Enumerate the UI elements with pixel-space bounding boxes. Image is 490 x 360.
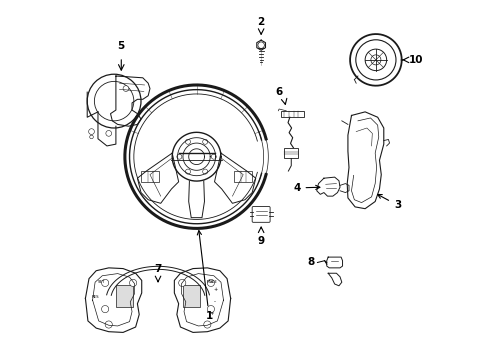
Text: 2: 2	[258, 17, 265, 27]
Circle shape	[177, 154, 182, 159]
Circle shape	[211, 154, 216, 159]
Text: SET: SET	[97, 280, 105, 284]
Text: et: et	[210, 280, 214, 284]
Circle shape	[258, 42, 265, 48]
Bar	[285, 148, 298, 158]
Circle shape	[203, 139, 208, 144]
Text: 6: 6	[275, 87, 283, 97]
Circle shape	[105, 321, 112, 328]
Circle shape	[90, 135, 93, 139]
Text: MODE: MODE	[207, 280, 218, 284]
Bar	[234, 171, 252, 182]
Text: φ: φ	[211, 311, 214, 315]
Circle shape	[123, 86, 129, 91]
Circle shape	[365, 49, 387, 71]
Bar	[141, 171, 159, 182]
Bar	[281, 111, 304, 117]
Circle shape	[371, 55, 381, 65]
Circle shape	[101, 306, 109, 313]
Bar	[183, 285, 200, 307]
Circle shape	[95, 81, 134, 121]
Circle shape	[186, 169, 191, 174]
Text: 5: 5	[118, 41, 125, 51]
Text: 1: 1	[197, 231, 213, 321]
Text: 7: 7	[154, 264, 162, 274]
Circle shape	[204, 321, 211, 328]
Circle shape	[207, 279, 215, 287]
Circle shape	[207, 306, 215, 313]
Circle shape	[203, 169, 208, 174]
Text: 10: 10	[409, 55, 423, 65]
Circle shape	[186, 139, 191, 144]
Text: 3: 3	[378, 194, 401, 210]
FancyBboxPatch shape	[252, 207, 270, 222]
Circle shape	[106, 131, 112, 136]
Circle shape	[179, 279, 186, 287]
Text: -: -	[214, 300, 216, 305]
Bar	[116, 285, 133, 307]
Text: 9: 9	[258, 235, 265, 246]
Text: 8: 8	[308, 257, 315, 267]
Circle shape	[87, 74, 141, 128]
Circle shape	[101, 279, 109, 287]
Circle shape	[356, 40, 396, 80]
Circle shape	[89, 129, 95, 134]
Text: +: +	[214, 287, 218, 292]
Text: RES: RES	[92, 295, 99, 300]
Circle shape	[129, 279, 137, 287]
Text: 4: 4	[293, 183, 320, 193]
